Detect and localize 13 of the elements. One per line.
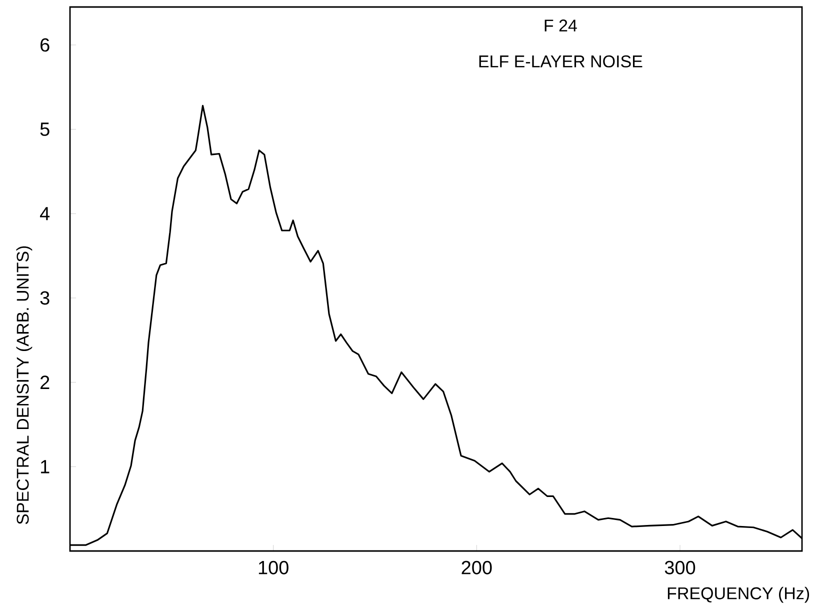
y-tick-label: 1: [41, 460, 50, 474]
x-axis-title: FREQUENCY (Hz): [668, 586, 810, 603]
x-tick-label: 200: [462, 560, 492, 574]
text: ELF E-LAYER NOISE: [479, 55, 642, 68]
text: F 24: [544, 20, 577, 32]
y-tick-label: 4: [40, 207, 50, 220]
y-tick-label: 6: [40, 38, 50, 52]
y-tick-label: 2: [40, 376, 50, 389]
y-tick-label: 3: [40, 291, 50, 305]
y-axis-title: SPECTRAL DENSITY (ARB. UNITS): [16, 246, 32, 524]
x-tick-label: 300: [664, 560, 696, 574]
y-tick-label: 5: [40, 122, 50, 136]
x-tick-label: 100: [258, 560, 288, 574]
